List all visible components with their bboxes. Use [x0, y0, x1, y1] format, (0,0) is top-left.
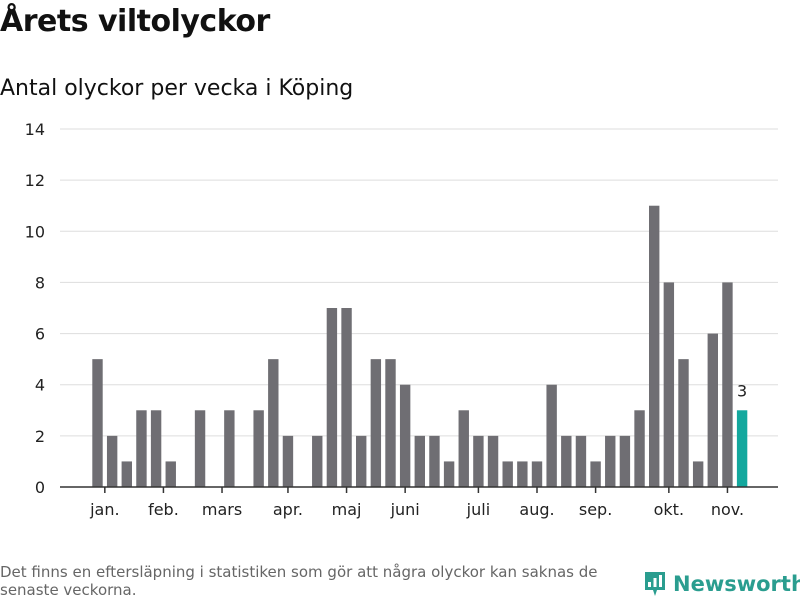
y-tick-label-6: 6 — [35, 325, 45, 344]
bar-week-18 — [326, 308, 338, 487]
bar-week-14 — [268, 359, 279, 487]
bar-week-44 — [707, 333, 718, 487]
data-labels: 3 — [737, 381, 747, 400]
y-tick-label-12: 12 — [25, 171, 45, 190]
bar-week-34 — [561, 435, 572, 487]
bar-week-20 — [356, 435, 367, 487]
bar-week-21 — [370, 359, 382, 487]
bar-week-28 — [473, 435, 484, 487]
bar-week-9 — [194, 410, 206, 487]
bar-week-41 — [663, 282, 675, 487]
bar-week-11 — [224, 410, 235, 487]
x-tick-label: nov. — [711, 500, 744, 519]
x-tick-label: aug. — [519, 500, 554, 519]
bar-week-33 — [546, 384, 557, 487]
chart-subtitle: Antal olyckor per vecka i Köping — [0, 76, 354, 101]
bar-week-17 — [312, 435, 323, 487]
bars — [92, 205, 748, 487]
bar-week-36 — [590, 461, 601, 487]
bar-week-42 — [678, 359, 689, 487]
bar-week-30 — [502, 461, 513, 487]
bar-week-43 — [692, 461, 704, 487]
x-tick-label: mars — [202, 500, 242, 519]
bar-week-26 — [443, 461, 455, 487]
x-tick-label: feb. — [148, 500, 179, 519]
bar-week-25 — [429, 435, 440, 487]
y-tick-label-14: 14 — [25, 120, 45, 139]
bar-week-45 — [722, 282, 733, 487]
y-tick-label-4: 4 — [35, 376, 45, 395]
bar-week-40 — [649, 205, 660, 487]
bar-week-38 — [619, 435, 631, 487]
y-tick-label-10: 10 — [25, 222, 45, 241]
chart-title: Årets viltolyckor — [0, 4, 270, 39]
bar-week-22 — [385, 359, 396, 487]
bar-week-19 — [341, 308, 352, 487]
x-tick-label: okt. — [654, 500, 684, 519]
x-tick-label: apr. — [273, 500, 303, 519]
bar-week-29 — [487, 435, 499, 487]
bar-week-23 — [399, 384, 411, 487]
bar-week-35 — [575, 435, 587, 487]
bar-week-2 — [92, 359, 103, 487]
y-tick-label-0: 0 — [35, 478, 45, 497]
brand-name: Newsworthy — [673, 572, 800, 596]
x-axis: jan. feb. mars apr. maj juni juli aug. sep. okt. n… — [60, 486, 778, 519]
bar-week-39 — [634, 410, 645, 487]
x-tick-label: juli — [466, 500, 490, 519]
bar-week-5 — [136, 410, 147, 487]
x-tick-label: maj — [332, 500, 362, 519]
brand-logo[interactable]: Newsworthy — [643, 569, 800, 599]
bar-chart: 0 2 4 6 8 10 12 14 jan. feb. mars apr. maj juni juli a… — [25, 120, 778, 519]
bar-week-7 — [165, 461, 176, 487]
bar-week-15 — [282, 435, 294, 487]
x-tick-label: juni — [390, 500, 420, 519]
bar-week-37 — [605, 435, 616, 487]
bar-week-6 — [150, 410, 162, 487]
bar-week-46 — [736, 410, 748, 487]
bar-week-31 — [517, 461, 528, 487]
data-label-week-46: 3 — [737, 381, 747, 400]
y-axis: 0 2 4 6 8 10 12 14 — [25, 120, 45, 497]
y-tick-label-8: 8 — [35, 273, 45, 292]
footnote: Det finns en eftersläpning i statistiken… — [0, 563, 598, 599]
bar-week-32 — [531, 461, 543, 487]
x-tick-label: jan. — [89, 500, 119, 519]
bar-week-24 — [414, 435, 425, 487]
bar-week-3 — [106, 435, 118, 487]
newsworthy-logo-icon — [645, 572, 665, 596]
bar-week-27 — [458, 410, 469, 487]
y-tick-label-2: 2 — [35, 427, 45, 446]
x-tick-label: sep. — [579, 500, 612, 519]
bar-week-13 — [253, 410, 264, 487]
bar-week-4 — [121, 461, 132, 487]
